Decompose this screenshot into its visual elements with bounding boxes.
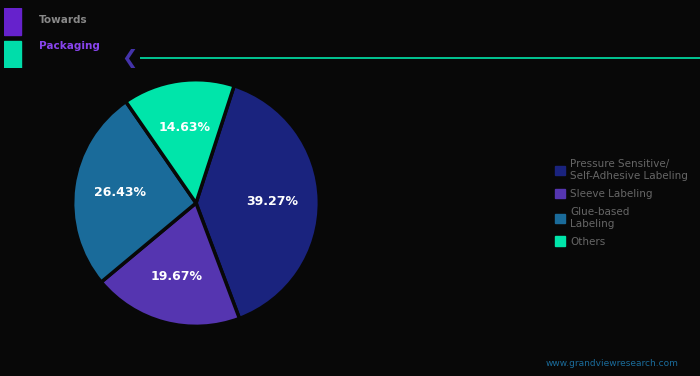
Text: ❮: ❮: [121, 49, 138, 68]
Text: 26.43%: 26.43%: [94, 186, 146, 199]
Text: 14.63%: 14.63%: [159, 121, 211, 134]
Text: www.grandviewresearch.com: www.grandviewresearch.com: [546, 359, 679, 368]
Bar: [4, 41, 21, 68]
Text: Packaging: Packaging: [38, 41, 99, 52]
Text: Towards: Towards: [38, 15, 87, 25]
Bar: [4, 8, 21, 35]
Legend: Pressure Sensitive/
Self-Adhesive Labeling, Sleeve Labeling, Glue-based
Labeling: Pressure Sensitive/ Self-Adhesive Labeli…: [552, 156, 692, 250]
Wedge shape: [196, 86, 319, 318]
Text: 39.27%: 39.27%: [246, 195, 298, 208]
Text: 19.67%: 19.67%: [150, 270, 202, 284]
Wedge shape: [73, 102, 196, 282]
Wedge shape: [102, 203, 239, 326]
Wedge shape: [126, 80, 234, 203]
